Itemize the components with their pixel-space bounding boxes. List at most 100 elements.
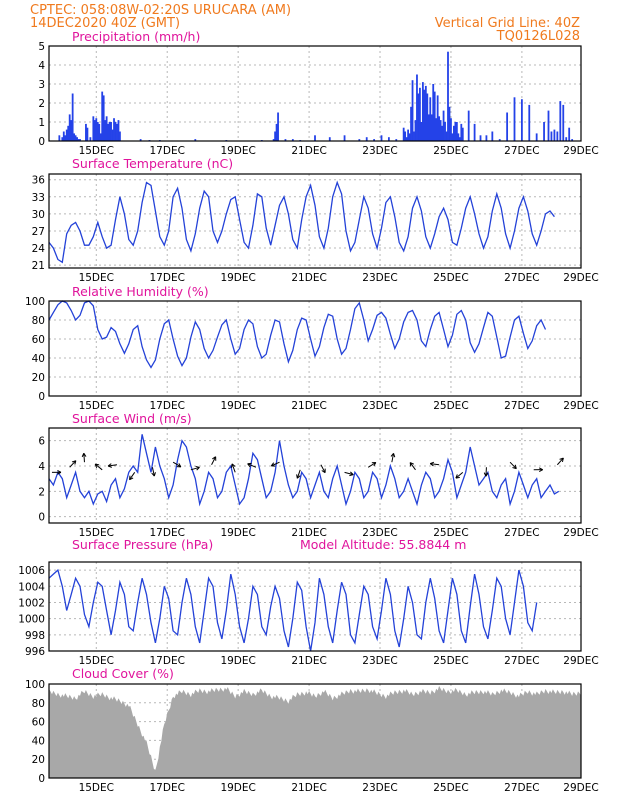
model-altitude-annotation: Model Altitude: 55.8844 m [300,537,466,552]
precip-bar [442,110,445,141]
precip-bar [139,139,142,141]
precip-bar [439,120,442,141]
panel-title-temp: Surface Temperature (nC) [72,156,233,171]
y-tick-label: 0 [38,391,45,403]
x-tick-label: 29DEC [563,272,598,284]
wind-arrow [483,467,489,477]
precip-bar [423,89,426,141]
precip-bar [89,137,92,141]
precip-bar [436,95,439,141]
x-tick-label: 23DEC [362,782,397,794]
y-tick-label: 40 [32,735,45,747]
precip-bar [513,97,516,141]
x-tick-label: 23DEC [362,400,397,412]
precip-bar [107,123,110,141]
y-tick-label: 33 [32,192,45,204]
y-tick-label: 24 [32,243,46,255]
x-tick-label: 29DEC [563,655,598,667]
x-tick-label: 27DEC [504,527,539,539]
precip-bar [485,135,488,141]
panel-title-precip: Precipitation (mm/h) [72,29,200,44]
y-tick-label: 3 [38,79,45,91]
precip-bar [445,131,448,141]
y-tick-label: 0 [38,136,45,148]
precip-bar [473,123,476,141]
precip-bar [416,74,418,141]
header-model-id: TQ0126L028 [496,29,580,44]
x-tick-label: 25DEC [433,655,468,667]
precip-bar [365,137,368,141]
wind-arrow [533,467,543,473]
x-tick-label: 21DEC [291,272,326,284]
precip-bar [420,122,423,141]
precip-bar [101,91,104,141]
precip-bar [571,139,574,141]
x-tick-label: 19DEC [220,145,255,157]
wind-arrow [231,463,236,473]
precip-bar [414,120,417,141]
precip-bar [284,139,287,141]
header-grid-info: Vertical Grid Line: 40Z [435,16,580,31]
y-tick-label: 100 [25,296,45,308]
precip-bar [413,131,415,141]
precip-bar [272,139,275,141]
y-tick-label: 20 [32,754,45,766]
x-tick-label: 29DEC [563,400,598,412]
x-tick-label: 29DEC [563,782,598,794]
y-tick-label: 2 [38,486,45,498]
x-tick-label: 23DEC [362,527,397,539]
y-tick-label: 80 [32,315,45,327]
x-tick-label: 29DEC [563,145,598,157]
panel-wind: Surface Wind (m/s) 0 2 4 6 15DEC 17DEC 19DEC 21D… [38,411,598,539]
panel-title-pressure: Surface Pressure (hPa) [72,537,213,552]
precip-bar [58,135,61,141]
y-tick-label: 30 [32,209,45,221]
precip-bar [427,114,430,141]
y-tick-label: 1006 [18,565,45,577]
precip-bar [441,125,443,141]
y-tick-label: 1 [38,117,45,129]
precip-bar [424,85,427,141]
wind-arrow [172,461,182,468]
precip-bar [559,101,562,141]
precip-bar [435,118,438,141]
x-tick-label: 19DEC [220,272,255,284]
precip-bar [461,127,464,141]
y-tick-label: 21 [32,260,45,272]
x-tick-label: 19DEC [220,782,255,794]
header-station: CPTEC: 058:08W-02:20S URUCARA (AM) [30,3,291,18]
header-date: 14DEC2020 40Z (GMT) [30,16,180,31]
y-tick-label: 996 [25,646,45,658]
wind-arrow [51,469,62,475]
x-tick-label: 15DEC [79,782,114,794]
x-tick-label: 17DEC [150,145,185,157]
precip-bar [99,133,102,141]
precip-bar [562,104,565,141]
precip-bar [454,122,457,141]
precip-bar [114,122,117,141]
precip-bar [395,139,398,141]
y-tick-label: 4 [38,461,45,473]
wind-line [48,434,560,507]
precip-bar [96,122,99,141]
precip-bar [458,137,461,141]
wind-arrow [455,471,464,479]
precip-bar [314,135,316,141]
precip-bar [520,99,523,141]
precip-bar [277,112,279,141]
wind-arrow [107,463,118,468]
precip-bar [68,114,71,141]
x-tick-label: 21DEC [291,782,326,794]
precip-bar [274,131,276,141]
precip-bar [479,135,482,141]
y-tick-label: 27 [32,226,45,238]
y-tick-label: 1004 [18,581,45,593]
precip-bar [498,139,501,141]
x-tick-label: 21DEC [291,655,326,667]
x-tick-label: 25DEC [433,782,468,794]
precip-bar [411,80,414,141]
x-tick-label: 21DEC [291,145,326,157]
x-tick-label: 27DEC [504,145,539,157]
precip-bar [62,131,65,141]
